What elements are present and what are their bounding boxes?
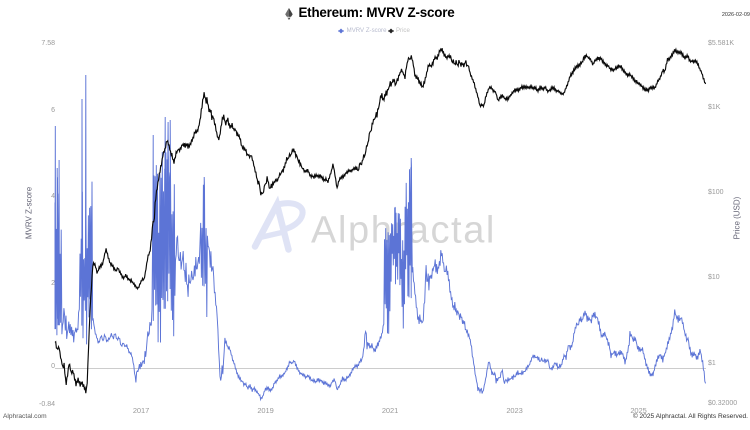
svg-text:Alphractal: Alphractal (311, 210, 496, 252)
